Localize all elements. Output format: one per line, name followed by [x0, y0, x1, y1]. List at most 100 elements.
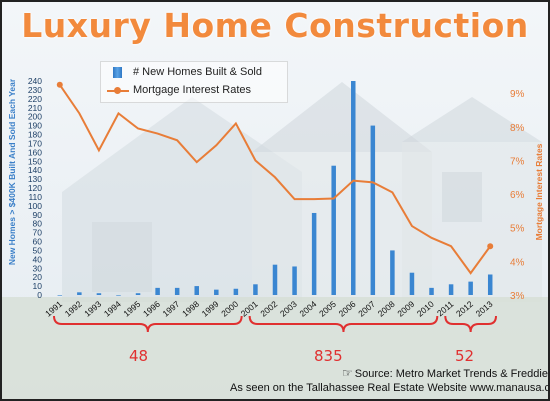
bar-2002: [272, 264, 278, 295]
y-tick-label: 140: [28, 165, 42, 175]
group-total-2001-2010: 835: [314, 347, 343, 365]
bar-1993: [96, 293, 102, 295]
y-tick-label: 120: [28, 183, 42, 193]
y2-tick-label: 8%: [510, 123, 525, 134]
y-tick-label: 90: [33, 210, 43, 220]
y-tick-label: 70: [33, 228, 43, 238]
y-tick-label: 180: [28, 130, 42, 140]
legend-label-rates: Mortgage Interest Rates: [133, 84, 252, 96]
x-tick-label: 2010: [415, 299, 436, 319]
x-tick-label: 2000: [219, 299, 240, 319]
y-tick-label: 210: [28, 103, 42, 113]
x-tick-label: 2004: [297, 299, 318, 319]
y-tick-label: 220: [28, 94, 42, 104]
chart-title: Luxury Home Construction: [21, 6, 529, 45]
x-tick-label: 1999: [200, 299, 221, 319]
bar-2006: [351, 81, 356, 295]
x-tick-label: 1991: [43, 299, 64, 319]
y2-tick-label: 3%: [510, 291, 525, 302]
y-tick-label: 170: [28, 138, 42, 148]
bar-1998: [194, 286, 199, 295]
x-tick-label: 2007: [356, 299, 377, 319]
bar-1991: [57, 295, 63, 296]
source-text: Source: Metro Market Trends & Freddie Ma…: [354, 368, 548, 380]
y2-axis-label: Mortgage Interest Rates: [534, 143, 544, 240]
rate-series-line: [58, 84, 492, 275]
line-swatch-icon: [107, 87, 129, 94]
x-tick-label: 1998: [180, 299, 201, 319]
bar-2001: [253, 284, 258, 295]
chart-legend: # New Homes Built & Sold Mortgage Intere…: [100, 61, 288, 103]
y2-tick-label: 9%: [510, 89, 525, 100]
bar-2012: [468, 281, 473, 295]
y-tick-label: 150: [28, 156, 42, 166]
bar-2008: [390, 250, 395, 295]
y-tick-label: 190: [28, 121, 42, 131]
x-tick-label: 2001: [239, 299, 260, 319]
x-tick-label: 1993: [82, 299, 103, 319]
x-tick-label: 2005: [317, 299, 338, 319]
y-tick-label: 110: [28, 192, 42, 202]
source-credit: ☞Source: Metro Market Trends & Freddie M…: [342, 366, 548, 380]
bar-2004: [311, 212, 317, 295]
legend-label-homes: # New Homes Built & Sold: [133, 66, 262, 78]
y-axis-label: New Homes > $400K Built And Sold Each Ye…: [7, 78, 17, 265]
x-tick-label: 1995: [121, 299, 142, 319]
x-tick-label: 2013: [474, 299, 495, 319]
x-tick-label: 2003: [278, 299, 299, 319]
group-brace-2011-2013: [444, 315, 497, 333]
y2-tick-label: 4%: [510, 257, 525, 268]
y-tick-label: 100: [28, 201, 42, 211]
bar-2005: [331, 165, 336, 295]
bar-1999: [214, 289, 219, 295]
y2-tick-label: 7%: [510, 156, 525, 167]
y-tick-label: 60: [33, 237, 43, 247]
y-tick-label: 240: [28, 76, 42, 86]
x-tick-label: 2012: [454, 299, 475, 319]
y-tick-label: 30: [33, 263, 43, 273]
bar-swatch-icon: [113, 67, 122, 78]
y2-tick-label: 6%: [510, 190, 525, 201]
group-total-1991-2000: 48: [129, 347, 149, 365]
y-tick-label: 160: [28, 147, 42, 157]
y-tick-label: 40: [33, 254, 43, 264]
rate-point-2013: [487, 243, 494, 250]
bar-2013: [487, 274, 493, 295]
y-tick-label: 200: [28, 112, 42, 122]
y-tick-label: 10: [33, 281, 43, 291]
group-total-2011-2013: 52: [455, 347, 475, 365]
y-tick-label: 230: [28, 85, 42, 95]
rate-point-1991: [56, 81, 63, 88]
bar-1994: [116, 295, 121, 296]
y-tick-label: 80: [33, 219, 43, 229]
bar-1997: [174, 287, 180, 295]
x-tick-label: 1992: [63, 299, 84, 319]
x-tick-label: 2008: [376, 299, 397, 319]
x-tick-label: 1996: [141, 299, 162, 319]
bar-2011: [448, 284, 454, 295]
website-credit: As seen on the Tallahassee Real Estate W…: [230, 382, 550, 394]
pointing-hand-icon: ☞: [342, 366, 353, 380]
bar-2009: [409, 272, 415, 295]
y-tick-label: 20: [33, 272, 43, 282]
group-brace-1991-2000: [53, 315, 243, 333]
bar-2010: [429, 287, 434, 295]
x-tick-label: 2009: [395, 299, 416, 319]
bar-2007: [370, 125, 376, 295]
y-tick-label: 50: [33, 245, 43, 255]
group-brace-2001-2010: [248, 315, 439, 333]
bar-1992: [77, 292, 82, 295]
x-tick-label: 1997: [161, 299, 182, 319]
y2-tick-label: 5%: [510, 224, 525, 235]
bar-1995: [135, 293, 141, 295]
x-tick-label: 2002: [258, 299, 279, 319]
y-tick-label: 130: [28, 174, 42, 184]
bar-2000: [233, 288, 239, 295]
bar-2003: [292, 266, 297, 295]
x-tick-label: 1994: [102, 299, 123, 319]
bar-1996: [155, 287, 160, 295]
x-tick-label: 2006: [337, 299, 358, 319]
x-tick-label: 2011: [435, 299, 456, 319]
